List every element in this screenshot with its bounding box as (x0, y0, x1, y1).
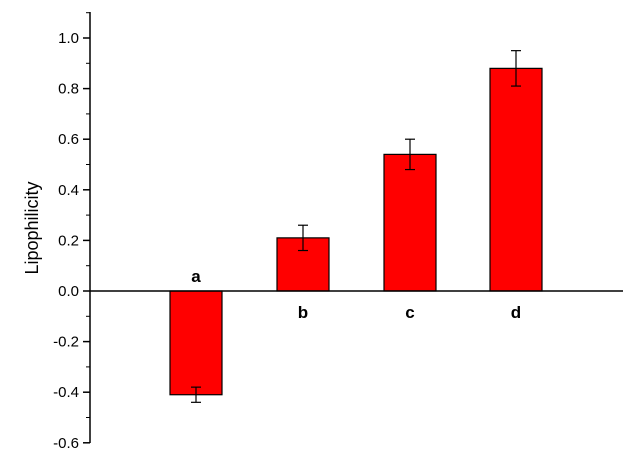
bar-a (169, 290, 223, 396)
y-tick-label: 0.0 (58, 283, 79, 300)
category-label-b: b (298, 303, 308, 322)
y-tick-label: -0.6 (53, 435, 79, 452)
bars (169, 50, 543, 403)
category-labels: a b c d (191, 267, 521, 322)
y-tick-label: -0.2 (53, 334, 79, 351)
category-label-c: c (405, 303, 414, 322)
y-tick-label: 1.0 (58, 30, 79, 47)
y-tick-label: -0.4 (53, 384, 79, 401)
bar-d (489, 67, 543, 292)
y-tick-label: 0.4 (58, 182, 79, 199)
category-label-a: a (191, 267, 201, 286)
y-axis-title: Lipophilicity (22, 181, 42, 274)
y-tick-label: 0.8 (58, 81, 79, 98)
category-label-d: d (511, 303, 521, 322)
y-axis: -0.6 -0.4 -0.2 0.0 0.2 0.4 0.6 0.8 1.0 (53, 12, 91, 452)
bar-c (383, 153, 437, 292)
y-tick-label: 0.6 (58, 131, 79, 148)
y-tick-label: 0.2 (58, 232, 79, 249)
